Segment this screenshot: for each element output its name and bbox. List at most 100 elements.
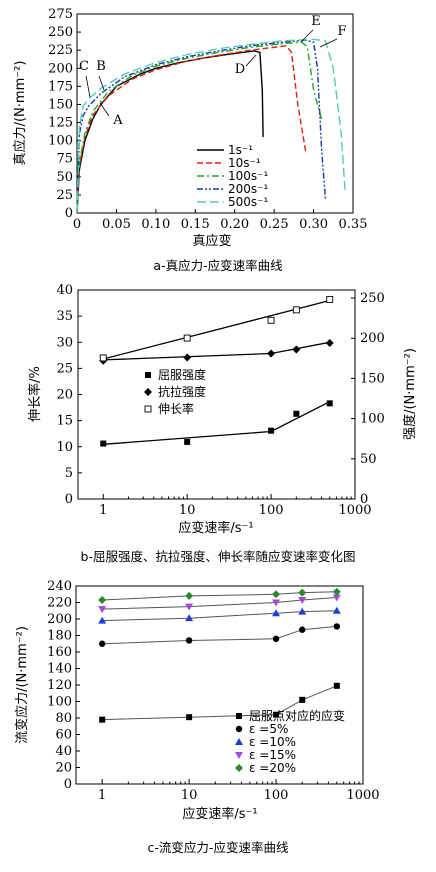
chart-a-ytick-label: 75 (56, 152, 73, 167)
chart-c-point (185, 591, 194, 600)
chart-b-point (326, 295, 334, 303)
chart-a-series-line (76, 38, 346, 214)
chart-a-series-line (76, 50, 264, 214)
chart-a-annotation: D (235, 62, 245, 77)
chart-a-xtick-label: 0.05 (102, 217, 131, 232)
chart-c-legend-label: 屈服点对应的应变 (249, 708, 345, 723)
chart-b-point (326, 400, 333, 407)
chart-b-ytick-left-label: 35 (56, 309, 73, 324)
chart-b-xtick-label: 1000 (338, 503, 371, 518)
chart-b-fit-line (103, 299, 330, 360)
chart-a-ytick-label: 200 (48, 61, 73, 76)
chart-c-xtick-label: 10 (181, 788, 198, 803)
chart-a-ytick-label: 225 (48, 43, 73, 58)
chart-c-xlabel: 应变速率/s⁻¹ (182, 806, 257, 822)
chart-c-legend-marker (235, 752, 243, 759)
chart-c-point (332, 606, 341, 614)
chart-c-point (98, 616, 107, 624)
chart-a-legend-label: 1s⁻¹ (228, 143, 253, 157)
chart-b-ytick-left-label: 15 (56, 414, 73, 429)
chart-c-point (185, 614, 194, 622)
chart-c-ylabel: 流变应力/(N·mm⁻²) (14, 626, 30, 744)
chart-c-point (333, 682, 340, 689)
chart-b-legend-label: 伸长率 (158, 401, 194, 416)
chart-c-point (298, 607, 307, 615)
chart-b-ytick-left-label: 10 (56, 440, 73, 455)
chart-b-point (99, 354, 107, 362)
chart-b-point (267, 349, 276, 358)
chart-b-point (183, 353, 192, 362)
chart-c-legend-label: ε =15% (249, 748, 296, 762)
chart-a-xtick-label: 0.35 (339, 217, 368, 232)
chart-c-point (332, 587, 341, 596)
chart-b-ytick-right-label: 50 (360, 452, 377, 467)
chart-b-ytick-right-label: 200 (360, 331, 385, 346)
chart-b-point (292, 345, 301, 354)
chart-a-caption: a-真应力-应变速率曲线 (153, 258, 283, 273)
chart-a-annotation: F (337, 24, 346, 39)
chart-c-ytick-label: 180 (47, 629, 72, 644)
chart-b-fit-line (103, 401, 330, 445)
chart-c-ytick-label: 0 (64, 777, 72, 792)
chart-b-points (99, 295, 334, 447)
chart-c-plot-frame (75, 585, 364, 785)
chart-c-legend-label: ε =10% (249, 735, 296, 749)
chart-c-point (272, 609, 281, 617)
chart-b-ytick-left-label: 40 (56, 283, 73, 298)
chart-c-point (272, 590, 281, 599)
chart-a-series-line (76, 39, 327, 214)
chart-c-xtick-label: 1000 (346, 788, 379, 803)
chart-c-flow-stress: 1 10 100 1000020406080100120140160180200220… (14, 579, 380, 855)
chart-c-point (298, 597, 307, 605)
chart-a-ytick-label: 175 (48, 79, 73, 94)
chart-c-legend-label: ε =5% (249, 722, 288, 736)
chart-b-xtick-label: 1 (99, 503, 107, 518)
chart-a-ticks: 0 0.05 0.10 0.15 0.20 0.25 0.30 0.3502550751001… (48, 7, 367, 232)
chart-a-legend-label: 100s⁻¹ (228, 169, 268, 183)
chart-b-point (184, 438, 191, 445)
chart-b-ytick-left-label: 0 (65, 492, 73, 507)
chart-b-point (100, 440, 107, 447)
chart-c-legend-label: ε =20% (249, 761, 296, 775)
chart-b-point (293, 410, 300, 417)
chart-c-point (332, 594, 341, 602)
chart-a-xtick-label: 0.30 (299, 217, 328, 232)
chart-b-point (268, 427, 275, 434)
chart-a-ytick-label: 150 (48, 97, 73, 112)
chart-a-series-lines (76, 38, 346, 214)
chart-c-point (299, 626, 306, 633)
chart-a-xtick-label: 0.25 (260, 217, 289, 232)
chart-b-xlabel: 应变速率/s⁻¹ (178, 520, 253, 536)
chart-c-point (98, 606, 107, 614)
chart-c-point (298, 588, 307, 597)
chart-a-xtick-label: 0.20 (220, 217, 249, 232)
chart-a-ylabel: 真应力/(N·mm⁻²) (12, 61, 28, 166)
chart-b-fit-lines (103, 299, 330, 445)
chart-c-ytick-label: 140 (47, 662, 72, 677)
chart-a-leader (99, 102, 110, 117)
chart-a-xtick-label: 0.10 (141, 217, 170, 232)
chart-b-point (183, 334, 191, 342)
chart-c-point (272, 599, 281, 607)
chart-b-xtick-label: 100 (259, 503, 284, 518)
chart-b-ytick-left-label: 30 (56, 335, 73, 350)
chart-a-leader (85, 75, 91, 98)
chart-b-ytick-left-label: 25 (56, 361, 73, 376)
chart-c-xtick-label: 100 (264, 788, 289, 803)
chart-a-plot-frame (76, 13, 354, 214)
chart-b-ytick-right-label: 150 (360, 371, 385, 386)
chart-b-point (325, 339, 334, 348)
chart-b-legend-label: 抗拉强度 (158, 384, 206, 399)
chart-c-ytick-label: 160 (47, 645, 72, 660)
chart-c-ticks: 1 10 100 1000020406080100120140160180200220… (47, 579, 379, 803)
chart-c-point (272, 635, 280, 642)
chart-b-legend-label: 屈服强度 (158, 367, 206, 382)
chart-b-legend-marker (145, 372, 151, 378)
chart-c-ytick-label: 200 (47, 612, 72, 627)
chart-a-xlabel: 真应变 (192, 233, 231, 249)
chart-c-ytick-label: 240 (47, 579, 72, 594)
